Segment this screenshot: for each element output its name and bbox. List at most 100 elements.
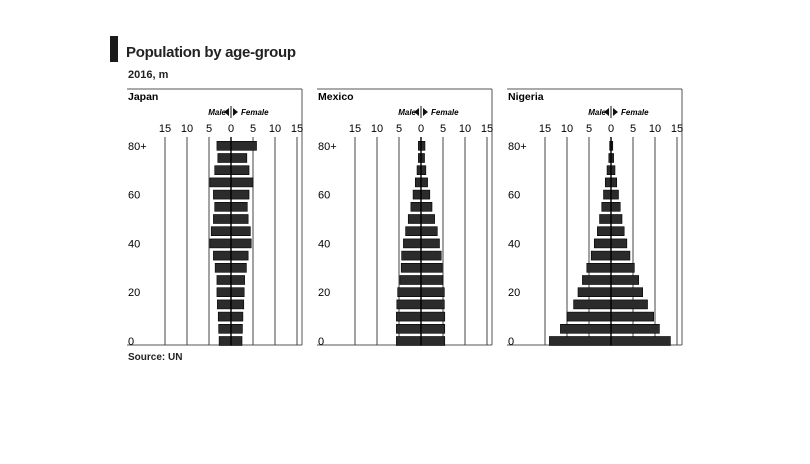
panel-title: Japan [128,91,158,103]
bar-male [209,177,232,188]
y-tick-label: 80+ [508,141,527,153]
x-tick-label: 15 [349,123,361,135]
legend-male-label: Male [588,108,606,117]
bar-male [210,226,232,236]
x-tick-label: 10 [181,123,193,135]
x-tick-label: 15 [291,123,303,135]
legend-female-label: Female [431,108,459,117]
bar-female [230,275,245,285]
bar-female [230,141,257,151]
bar-male [218,336,232,346]
bar-female [420,250,442,261]
legend-male-label: Male [398,108,416,117]
bar-female [420,299,445,310]
bar-female [230,177,254,188]
bar-male [560,323,612,334]
bar-male [399,275,422,285]
x-tick-label: 15 [539,123,551,135]
chart-title: Population by age-group [126,44,296,61]
bar-male [566,311,612,322]
bar-male [217,299,232,310]
source-note: Source: UN [128,352,183,363]
bar-female [420,189,431,200]
legend-right-arrow-icon [613,108,618,116]
bar-female [610,214,623,224]
bar-male [214,202,232,212]
bar-female [230,165,250,175]
bar-female [420,238,440,249]
legend-female-label: Female [621,108,649,117]
bar-male [401,250,422,261]
y-tick-label: 20 [128,287,140,299]
x-tick-label: 0 [228,123,234,135]
bar-male [586,262,612,273]
bar-male [213,250,232,261]
x-tick-label: 15 [159,123,171,135]
legend-female-label: Female [241,108,269,117]
bar-female [610,202,621,212]
bar-male [412,189,422,200]
y-tick-label: 60 [128,190,140,202]
bar-male [214,165,232,175]
bar-female [610,238,628,249]
bar-female [420,275,444,285]
bar-female [610,189,619,200]
bar-male [407,214,422,224]
bar-male [604,177,612,188]
bar-female [230,287,245,298]
y-tick-label: 0 [318,336,324,348]
bar-male [213,189,232,200]
x-tick-label: 5 [396,123,402,135]
bar-male [414,177,422,188]
x-tick-label: 10 [371,123,383,135]
legend-left-arrow-icon [224,108,229,116]
y-tick-label: 20 [508,287,520,299]
bar-female [420,226,438,236]
y-tick-label: 40 [128,238,140,250]
x-tick-label: 10 [561,123,573,135]
bar-male [593,238,612,249]
bar-male [400,262,422,273]
bar-female [610,177,618,188]
bar-male [549,336,612,346]
bar-female [230,189,250,200]
x-tick-label: 5 [250,123,256,135]
bar-male [396,323,422,334]
bar-female [230,323,243,334]
bar-female [420,165,427,175]
bar-female [420,311,446,322]
bar-female [230,299,245,310]
x-tick-label: 15 [671,123,683,135]
bar-female [610,226,625,236]
bar-female [610,275,640,285]
x-tick-label: 10 [459,123,471,135]
bar-female [230,238,252,249]
bar-female [420,262,443,273]
bar-male [603,189,612,200]
bar-female [230,226,251,236]
bar-male [218,323,232,334]
bar-female [420,214,435,224]
bar-male [216,141,232,151]
bar-male [599,214,612,224]
bar-female [610,287,643,298]
bar-female [420,202,433,212]
bar-female [420,177,428,188]
bar-male [573,299,612,310]
bar-male [396,336,422,346]
chart-subtitle: 2016, m [128,69,169,81]
bar-female [610,299,648,310]
y-tick-label: 60 [318,190,330,202]
x-tick-label: 5 [206,123,212,135]
x-tick-label: 0 [418,123,424,135]
bar-male [577,287,612,298]
bar-male [396,299,422,310]
bar-male [397,287,422,298]
bar-female [230,153,248,163]
y-tick-label: 40 [318,238,330,250]
bar-male [410,202,422,212]
bar-male [217,153,232,163]
bar-male [403,238,422,249]
bar-female [420,323,446,334]
bar-female [420,287,445,298]
